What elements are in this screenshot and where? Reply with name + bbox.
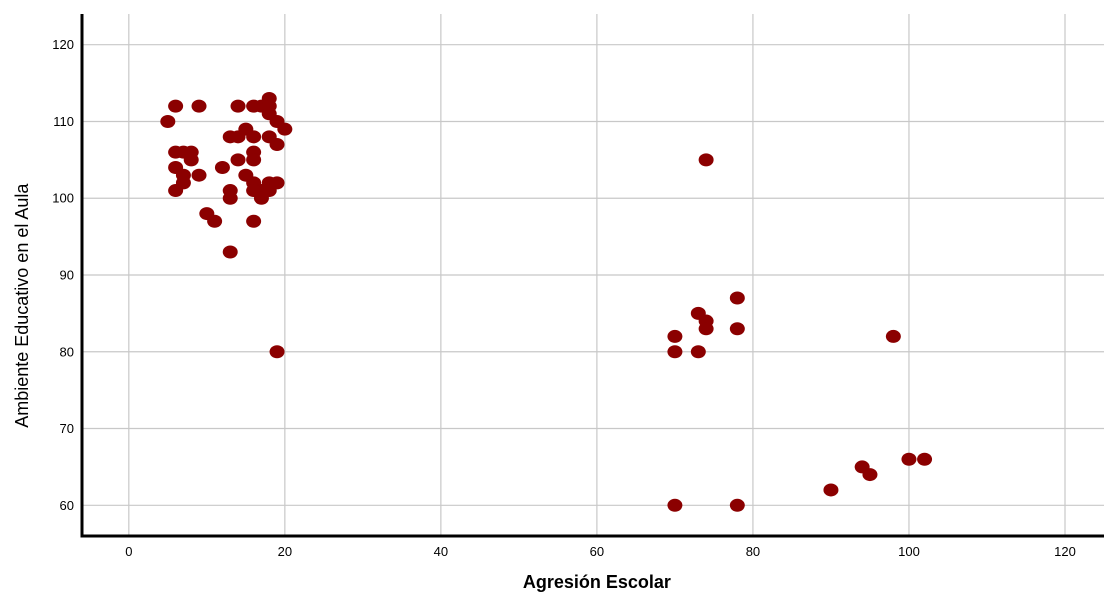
data-point [222,245,238,259]
data-point [277,122,293,136]
data-point [823,483,839,497]
data-point [230,130,246,144]
data-point [253,191,269,205]
data-point [222,191,238,205]
data-point [269,345,285,359]
data-point [160,114,176,128]
data-point [246,130,262,144]
data-point [168,184,184,198]
data-point [168,99,184,113]
data-point [207,214,223,228]
data-point [183,153,199,167]
y-tick-label: 120 [52,37,74,52]
x-tick-label: 0 [125,544,132,559]
data-point [191,99,207,113]
x-tick-label: 40 [434,544,448,559]
data-point [246,153,262,167]
y-tick-label: 90 [60,268,74,283]
data-point [901,452,917,466]
data-point [246,214,262,228]
grid [82,14,1104,536]
data-point [230,153,246,167]
x-tick-label: 120 [1054,544,1076,559]
y-tick-label: 70 [60,421,74,436]
y-tick-label: 100 [52,191,74,206]
data-point [729,498,745,512]
data-point [667,329,683,343]
data-point [690,345,706,359]
x-tick-label: 80 [746,544,760,559]
data-point [862,468,878,482]
axes [80,14,1104,538]
data-point [885,329,901,343]
y-tick-label: 60 [60,498,74,513]
data-point [667,345,683,359]
x-axis-title: Agresión Escolar [523,572,671,592]
data-point [261,130,277,144]
y-tick-label: 110 [53,114,74,129]
data-point [214,161,230,175]
y-tick-labels: 60 70 80 90 100 110 120 [52,37,74,513]
x-tick-label: 20 [278,544,292,559]
data-points [160,91,933,512]
x-tick-labels: 0 20 40 60 80 100 120 [125,544,1076,559]
data-point [917,452,933,466]
data-point [698,322,714,336]
data-point [191,168,207,182]
data-point [230,99,246,113]
x-tick-label: 100 [898,544,920,559]
data-point [698,153,714,167]
data-point [667,498,683,512]
data-point [729,322,745,336]
y-axis-title: Ambiente Educativo en el Aula [12,183,32,428]
x-tick-label: 60 [590,544,604,559]
data-point [729,291,745,305]
data-point [269,176,285,190]
y-tick-label: 80 [60,344,74,359]
